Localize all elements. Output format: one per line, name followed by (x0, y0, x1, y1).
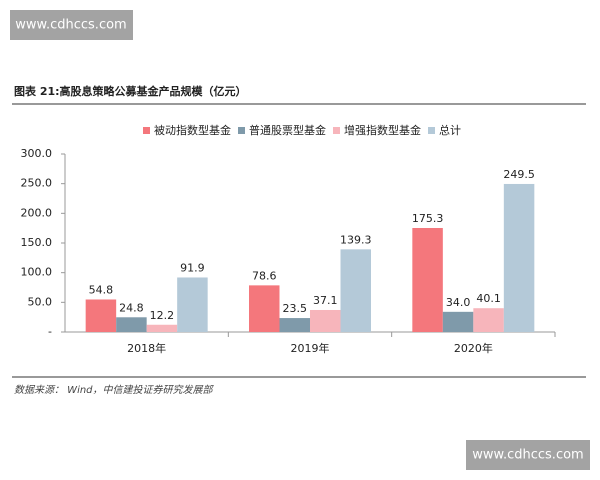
legend-label: 被动指数型基金 (154, 123, 231, 137)
bar (146, 324, 178, 332)
data-label: 23.5 (283, 302, 308, 315)
bar (442, 311, 474, 332)
x-tick-label: 2020年 (454, 341, 493, 355)
data-label: 37.1 (313, 294, 338, 307)
legend-label: 总计 (439, 123, 461, 137)
data-label: 139.3 (340, 233, 372, 246)
legend-swatch (238, 127, 245, 134)
bar (279, 318, 310, 332)
data-label: 54.8 (89, 283, 114, 296)
bar (473, 308, 504, 332)
bar (249, 285, 280, 332)
data-label: 91.9 (180, 261, 205, 274)
data-label: 175.3 (412, 212, 444, 225)
chart-title: 图表 21:高股息策略公募基金产品规模（亿元） (14, 84, 247, 98)
y-tick-label: 250.0 (21, 177, 53, 190)
bar (177, 277, 208, 332)
x-tick-label: 2018年 (127, 341, 166, 355)
data-label: 24.8 (119, 301, 144, 314)
y-tick-label: 150.0 (21, 236, 53, 249)
bar (340, 249, 371, 332)
legend-swatch (143, 127, 150, 134)
bar (503, 183, 535, 332)
y-tick-label: - (48, 325, 52, 338)
data-label: 34.0 (446, 296, 471, 309)
data-label: 249.5 (503, 168, 535, 181)
bar (412, 227, 443, 332)
data-label: 78.6 (252, 269, 277, 282)
bar (116, 317, 147, 332)
watermark-box (466, 440, 590, 470)
source-note: 数据来源： Wind，中信建投证券研究发展部 (14, 384, 215, 396)
bar (310, 309, 341, 332)
legend-swatch (428, 127, 435, 134)
legend-swatch (333, 127, 340, 134)
x-tick-label: 2019年 (291, 341, 330, 355)
bar (85, 299, 117, 332)
legend-label: 普通股票型基金 (249, 123, 326, 137)
y-tick-label: 200.0 (21, 206, 53, 219)
legend-label: 增强指数型基金 (344, 123, 421, 137)
data-label: 12.2 (150, 309, 175, 322)
data-label: 40.1 (476, 292, 501, 305)
watermark: www.cdhccs.com (15, 18, 126, 33)
y-tick-label: 50.0 (28, 295, 53, 308)
watermark: www.cdhccs.com (472, 448, 583, 463)
watermark-box (10, 10, 133, 40)
y-tick-label: 300.0 (21, 147, 53, 160)
y-tick-label: 100.0 (21, 266, 53, 279)
